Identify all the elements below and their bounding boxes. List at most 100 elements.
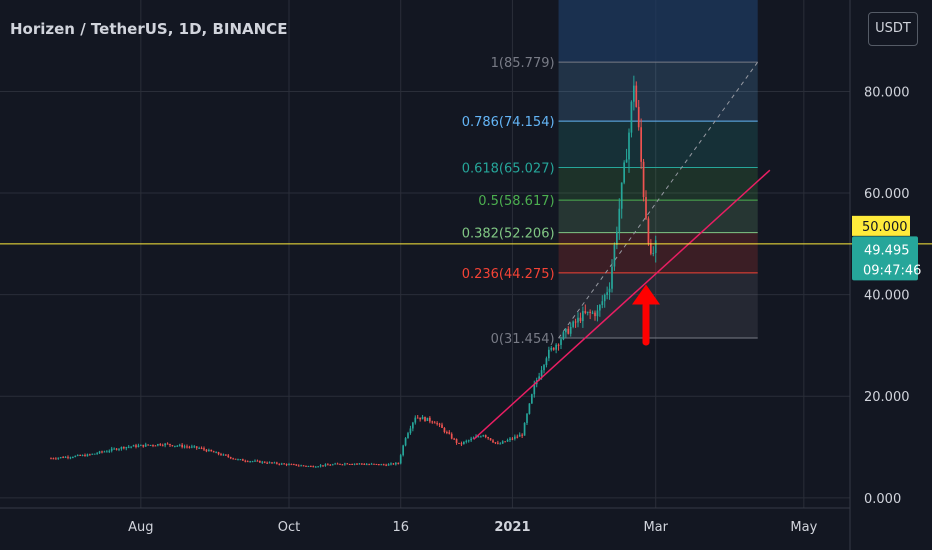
candle-body bbox=[91, 453, 94, 455]
candle-body bbox=[149, 444, 152, 446]
candle-body bbox=[278, 463, 281, 465]
candle-body bbox=[295, 464, 298, 466]
candle-body bbox=[363, 463, 366, 465]
candle-body bbox=[59, 457, 62, 459]
candle-body bbox=[395, 462, 397, 465]
fib-level-label: 0.382(52.206) bbox=[462, 227, 555, 242]
candle-body bbox=[256, 460, 259, 462]
candle-body bbox=[242, 459, 244, 461]
candle-body bbox=[599, 305, 601, 311]
candle-body bbox=[72, 457, 74, 459]
candle-body bbox=[606, 292, 608, 295]
candle-body bbox=[147, 444, 149, 446]
candle-body bbox=[76, 454, 79, 456]
candle-body bbox=[50, 458, 52, 460]
candle-body bbox=[361, 463, 363, 465]
candle-body bbox=[239, 459, 242, 461]
arrow-up-icon bbox=[632, 284, 660, 305]
candle-body bbox=[531, 394, 533, 404]
candle-body bbox=[142, 444, 145, 447]
candle-body bbox=[560, 339, 562, 345]
x-tick-label: 2021 bbox=[494, 520, 530, 535]
candle-body bbox=[416, 417, 419, 419]
candle-body bbox=[608, 288, 611, 293]
candle-body bbox=[647, 218, 650, 244]
candle-body bbox=[334, 463, 336, 465]
candle-body bbox=[424, 417, 426, 421]
candle-body bbox=[310, 466, 312, 468]
candle-body bbox=[616, 231, 618, 245]
candle-body bbox=[300, 465, 302, 467]
candle-body bbox=[467, 440, 470, 442]
candle-body bbox=[630, 101, 633, 133]
level-badge-label: 50.000 bbox=[862, 220, 908, 235]
candle-body bbox=[273, 462, 276, 464]
candle-body bbox=[574, 321, 577, 323]
candle-body bbox=[365, 464, 368, 466]
candle-body bbox=[312, 466, 315, 468]
candle-body bbox=[79, 454, 81, 456]
candle-body bbox=[251, 461, 254, 463]
candle-body bbox=[166, 443, 169, 445]
candle-body bbox=[501, 441, 504, 444]
level-badge bbox=[852, 215, 910, 236]
candle-body bbox=[453, 438, 455, 440]
candle-body bbox=[526, 413, 528, 423]
fib-level-label: 1(85.779) bbox=[491, 56, 555, 71]
candle-body bbox=[152, 444, 154, 446]
candle-body bbox=[555, 344, 557, 350]
candle-body bbox=[518, 434, 521, 437]
fib-zone bbox=[558, 272, 758, 339]
candle-body bbox=[494, 442, 497, 444]
candle-body bbox=[382, 464, 385, 466]
candle-body bbox=[572, 321, 574, 327]
candle-body bbox=[637, 106, 640, 128]
candle-countdown: 09:47:46 bbox=[863, 263, 921, 278]
candle-body bbox=[195, 446, 198, 448]
candle-body bbox=[448, 432, 451, 434]
candle-body bbox=[232, 458, 234, 460]
candle-body bbox=[159, 444, 162, 446]
candle-body bbox=[489, 438, 492, 441]
candle-body bbox=[222, 454, 225, 456]
candle-body bbox=[249, 461, 251, 463]
candle-body bbox=[307, 466, 310, 468]
candle-body bbox=[271, 462, 273, 464]
candle-body bbox=[89, 454, 91, 456]
candle-body bbox=[293, 464, 295, 466]
candle-body bbox=[548, 349, 550, 359]
candle-body bbox=[188, 446, 191, 448]
candle-body bbox=[642, 161, 645, 198]
candle-body bbox=[433, 422, 436, 424]
arrow-shaft bbox=[642, 302, 650, 346]
candle-body bbox=[344, 463, 346, 465]
candle-body bbox=[86, 454, 89, 457]
candle-body bbox=[497, 442, 499, 444]
candle-body bbox=[164, 443, 166, 446]
candle-body bbox=[436, 423, 438, 425]
candle-body bbox=[336, 463, 339, 465]
candle-body bbox=[322, 465, 324, 467]
candle-body bbox=[123, 446, 125, 449]
y-tick-label: 0.000 bbox=[864, 492, 901, 507]
candle-body bbox=[135, 445, 137, 447]
candle-body bbox=[115, 448, 118, 450]
candle-body bbox=[611, 266, 613, 289]
candle-body bbox=[652, 253, 655, 255]
candle-body bbox=[586, 311, 589, 313]
candle-body bbox=[392, 463, 395, 465]
candle-body bbox=[516, 436, 519, 438]
chart-title: Horizen / TetherUS, 1D, BINANCE bbox=[10, 20, 288, 38]
candle-body bbox=[144, 444, 147, 447]
currency-button[interactable]: USDT bbox=[868, 12, 918, 46]
fib-zone bbox=[558, 167, 758, 201]
candle-body bbox=[341, 464, 344, 466]
candle-body bbox=[261, 461, 264, 463]
candle-body bbox=[181, 444, 183, 448]
candle-body bbox=[521, 434, 523, 436]
fib-zone bbox=[558, 121, 758, 168]
candle-body bbox=[329, 464, 332, 466]
candle-body bbox=[390, 463, 392, 465]
